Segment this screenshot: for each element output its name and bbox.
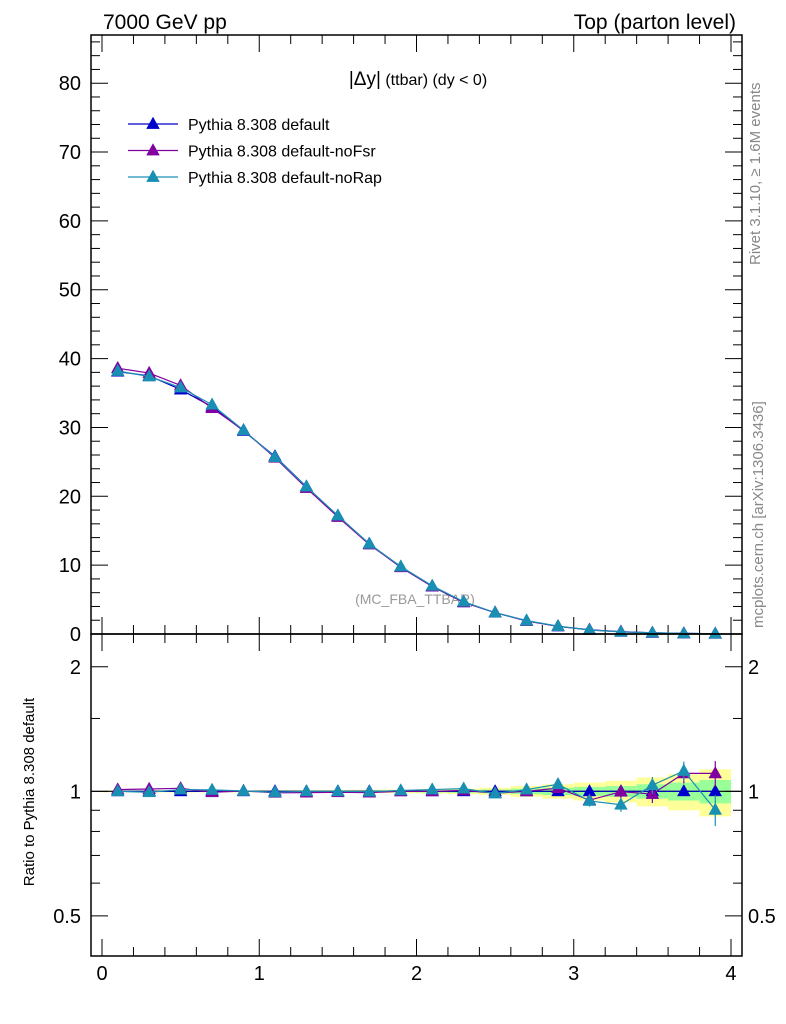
data-point — [645, 625, 660, 638]
data-point — [488, 605, 502, 618]
y-tick-label: 10 — [59, 555, 81, 577]
ratio-ylabel: Ratio to Pythia 8.308 default — [21, 697, 38, 886]
ratio-data-point — [268, 784, 282, 798]
main-plot: 0 10 20 30 40 50 60 70 80 — [59, 35, 742, 646]
y-tick-label: 0 — [70, 624, 81, 646]
data-point — [677, 626, 691, 639]
ratio-data-point — [519, 782, 534, 795]
ratio-data-point — [393, 783, 408, 796]
ratio-data-point — [456, 781, 471, 794]
legend-label: Pythia 8.308 default-noRap — [188, 170, 382, 187]
ratio-data-point — [173, 782, 188, 795]
ratio-y-tick-label-right: 0.5 — [748, 906, 776, 928]
ratio-data-point — [645, 777, 660, 791]
y-tick-label: 20 — [59, 486, 81, 508]
ratio-data-point — [708, 766, 723, 779]
x-tick-label: 3 — [568, 963, 579, 985]
data-point — [456, 594, 471, 607]
ratio-y-tick-label: 2 — [70, 657, 81, 679]
ratio-data-point — [299, 783, 314, 797]
y-tick-label: 50 — [59, 280, 81, 302]
legend-label: Pythia 8.308 default-noFsr — [188, 144, 376, 161]
y-tick-label: 30 — [59, 417, 81, 439]
x-tick-label: 4 — [725, 963, 736, 985]
data-point — [142, 369, 156, 382]
ratio-data-point — [708, 802, 723, 815]
data-point — [708, 626, 723, 639]
data-point — [425, 578, 440, 591]
legend-marker — [146, 143, 160, 156]
ratio-data-point — [142, 784, 156, 798]
watermark: (MC_FBA_TTBAR) — [355, 591, 475, 607]
ratio-data-point — [110, 783, 125, 797]
ratio-y-tick-label: 1 — [70, 781, 81, 803]
ratio-data-point — [614, 784, 628, 797]
x-tick-label: 2 — [411, 963, 422, 985]
ratio-y-tick-label: 0.5 — [53, 906, 81, 928]
x-tick-label: 0 — [96, 963, 107, 985]
ratio-data-point — [677, 763, 691, 776]
data-point — [331, 508, 345, 521]
legend-marker — [146, 169, 160, 182]
data-point — [236, 422, 251, 436]
ratio-data-point — [614, 797, 628, 810]
ratio-y-tick-label-right: 2 — [748, 657, 759, 679]
header-left: 7000 GeV pp — [103, 11, 227, 34]
x-tick-label: 1 — [254, 963, 265, 985]
legend-marker — [146, 116, 160, 129]
y-tick-label: 70 — [59, 142, 81, 164]
ratio-data-point — [205, 782, 219, 795]
y-tick-label: 40 — [59, 349, 81, 371]
ratio-data-point — [425, 782, 440, 795]
plot-title-main: |Δy| — [349, 69, 381, 90]
data-point — [205, 397, 219, 410]
data-point — [614, 624, 628, 637]
ratio-data-point — [551, 776, 565, 790]
rivet-label: Rivet 3.1.10, ≥ 1.6M events — [747, 83, 764, 266]
data-point — [393, 559, 408, 572]
y-tick-label: 80 — [59, 73, 81, 95]
ratio-data-point — [362, 784, 377, 797]
data-point — [268, 449, 282, 462]
header-right: Top (parton level) — [574, 11, 736, 34]
ratio-data-point — [331, 783, 345, 797]
data-point — [362, 536, 377, 549]
ratio-series-line — [117, 770, 716, 811]
ratio-frame — [90, 633, 743, 957]
ratio-data-point — [677, 783, 691, 797]
legend: Pythia 8.308 default Pythia 8.308 default… — [128, 116, 382, 187]
ratio-plot: 0 1 2 3 4 0.5 0.5 1 1 2 2 — [53, 634, 776, 985]
plot-title: |Δy| (ttbar) (dy < 0) — [349, 69, 487, 90]
data-point — [110, 363, 125, 376]
ratio-y-tick-label-right: 1 — [748, 781, 759, 803]
legend-label: Pythia 8.308 default — [188, 117, 330, 134]
data-point — [173, 380, 188, 393]
data-point — [299, 479, 314, 492]
y-tick-label: 60 — [59, 211, 81, 233]
plot-title-sub: (ttbar) (dy < 0) — [381, 72, 487, 89]
ratio-data-point — [488, 786, 502, 799]
mcplots-label: mcplots.cern.ch [arXiv:1306.3436] — [750, 401, 767, 628]
data-point — [519, 613, 534, 626]
ratio-data-point — [236, 783, 251, 796]
ratio-data-point — [582, 793, 597, 806]
data-point — [551, 618, 565, 632]
